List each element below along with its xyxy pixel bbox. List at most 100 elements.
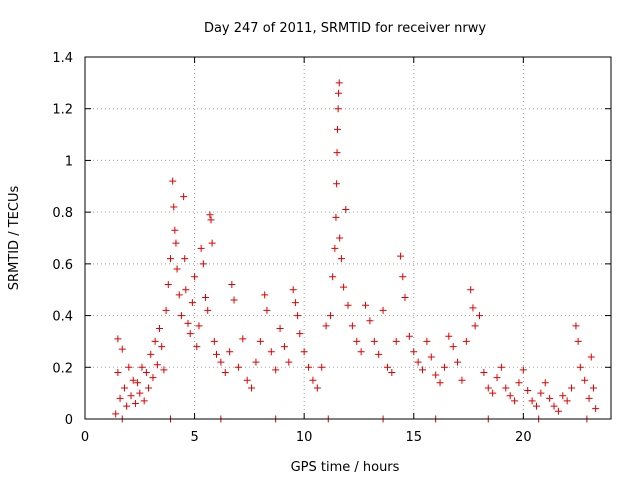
data-point bbox=[336, 234, 344, 242]
data-point bbox=[563, 397, 571, 405]
y-tick-label: 0 bbox=[65, 413, 73, 428]
data-point bbox=[476, 312, 483, 320]
data-point bbox=[116, 394, 124, 402]
data-point bbox=[186, 330, 194, 338]
y-tick-label: 1 bbox=[65, 154, 73, 169]
data-point bbox=[546, 394, 554, 402]
data-point bbox=[334, 105, 342, 113]
data-point bbox=[188, 299, 196, 307]
data-point bbox=[136, 389, 144, 397]
data-point bbox=[114, 335, 122, 343]
data-point bbox=[175, 291, 183, 299]
data-point bbox=[467, 286, 475, 294]
data-point bbox=[572, 322, 580, 330]
data-point bbox=[515, 379, 523, 387]
data-point bbox=[397, 252, 405, 260]
x-tick-label: 20 bbox=[515, 430, 532, 445]
y-tick-label: 0.4 bbox=[52, 310, 73, 325]
data-point bbox=[272, 366, 280, 374]
data-point bbox=[344, 301, 352, 309]
data-point bbox=[228, 281, 236, 289]
data-point bbox=[541, 379, 549, 387]
data-point bbox=[333, 125, 341, 133]
plot-frame bbox=[84, 56, 612, 420]
y-tick-label: 0.8 bbox=[52, 206, 73, 221]
y-tick-label: 0.6 bbox=[52, 258, 73, 273]
data-point bbox=[489, 389, 497, 397]
data-point bbox=[333, 149, 341, 157]
data-point bbox=[193, 343, 201, 351]
data-point bbox=[276, 325, 284, 332]
data-point bbox=[140, 397, 148, 405]
data-point bbox=[164, 281, 172, 289]
data-series bbox=[112, 79, 600, 423]
data-point bbox=[226, 348, 234, 356]
data-point bbox=[162, 306, 170, 314]
y-axis-label: SRMTID / TECUs bbox=[7, 186, 22, 291]
data-point bbox=[145, 384, 153, 392]
data-point bbox=[340, 283, 348, 291]
data-point bbox=[160, 366, 168, 374]
data-point bbox=[353, 337, 361, 345]
data-point bbox=[291, 299, 299, 307]
data-point bbox=[149, 374, 157, 382]
data-point bbox=[497, 363, 505, 371]
data-point bbox=[120, 384, 128, 392]
data-point bbox=[333, 180, 341, 188]
data-point bbox=[537, 389, 545, 397]
data-point bbox=[256, 337, 264, 345]
data-point bbox=[484, 384, 492, 392]
data-point bbox=[221, 368, 229, 376]
data-point bbox=[171, 226, 179, 234]
data-point bbox=[318, 363, 326, 371]
data-point bbox=[427, 353, 435, 361]
data-point bbox=[331, 244, 339, 252]
data-point bbox=[129, 376, 137, 384]
x-tick-label: 15 bbox=[405, 430, 422, 445]
y-tick-label: 0.2 bbox=[52, 361, 73, 376]
data-point bbox=[532, 402, 540, 410]
data-point bbox=[581, 376, 589, 384]
data-point bbox=[592, 405, 600, 413]
data-point bbox=[458, 376, 466, 384]
data-point bbox=[248, 384, 256, 392]
data-point bbox=[370, 337, 378, 345]
data-point bbox=[419, 366, 427, 374]
data-point bbox=[158, 343, 166, 351]
data-point bbox=[392, 337, 400, 345]
x-axis: 0 5 10 15 20 bbox=[81, 57, 532, 445]
data-point bbox=[410, 348, 418, 356]
data-point bbox=[138, 363, 146, 371]
x-tick-label: 0 bbox=[81, 430, 89, 445]
data-point bbox=[559, 392, 567, 400]
data-point bbox=[151, 337, 159, 345]
data-point bbox=[462, 337, 470, 345]
data-point bbox=[432, 371, 440, 379]
data-point bbox=[528, 397, 536, 405]
data-point bbox=[502, 384, 510, 392]
data-point bbox=[177, 312, 185, 320]
data-point bbox=[195, 322, 203, 330]
data-point bbox=[181, 255, 189, 263]
y-axis: 0 0.2 0.4 0.6 0.8 1 1.2 1.4 bbox=[52, 51, 611, 428]
data-point bbox=[267, 348, 275, 356]
data-point bbox=[348, 322, 356, 330]
data-point bbox=[207, 216, 215, 224]
chart-title: Day 247 of 2011, SRMTID for receiver nrw… bbox=[204, 21, 486, 36]
data-point bbox=[326, 312, 334, 320]
data-point bbox=[550, 402, 558, 410]
data-point bbox=[332, 213, 340, 221]
data-point bbox=[230, 296, 238, 304]
data-point bbox=[156, 325, 164, 332]
data-point bbox=[280, 343, 288, 351]
data-point bbox=[182, 286, 190, 294]
data-point bbox=[199, 260, 207, 268]
data-point bbox=[204, 306, 212, 314]
data-point bbox=[127, 392, 135, 400]
data-point bbox=[234, 363, 242, 371]
data-point bbox=[294, 312, 302, 320]
data-point bbox=[511, 397, 519, 405]
data-point bbox=[440, 363, 448, 371]
data-point bbox=[210, 337, 218, 345]
